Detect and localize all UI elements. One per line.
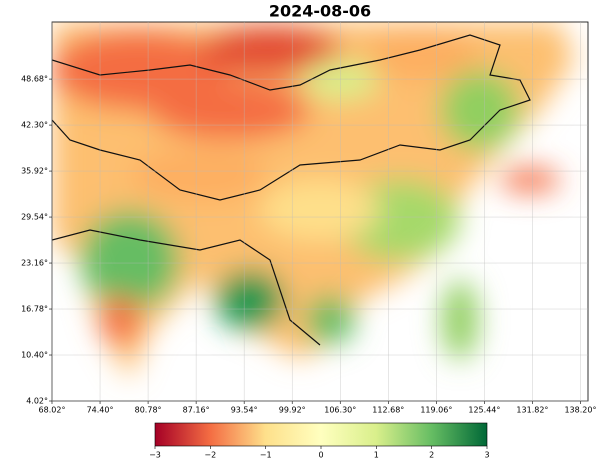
x-tick-label: 74.40°: [87, 406, 114, 415]
colorbar-tick-label: 3: [484, 451, 489, 460]
y-tick-label: 4.02°: [26, 397, 48, 406]
y-tick-label: 10.40°: [21, 351, 48, 360]
x-tick-label: 131.82°: [516, 406, 548, 415]
x-tick-label: 80.78°: [135, 406, 162, 415]
y-tick-label: 42.30°: [21, 121, 48, 130]
colorbar-tick-label: −1: [260, 451, 272, 460]
x-tick-label: 106.30°: [324, 406, 356, 415]
colorbar-tick-label: 2: [429, 451, 434, 460]
y-tick-label: 29.54°: [21, 213, 48, 222]
x-tick-label: 68.02°: [39, 406, 66, 415]
x-tick-label: 87.16°: [183, 406, 210, 415]
y-tick-label: 48.68°: [21, 75, 48, 84]
x-tick-label: 138.20°: [564, 406, 596, 415]
y-tick-label: 35.92°: [21, 167, 48, 176]
colorbar-tick-label: −3: [149, 451, 161, 460]
colorbar-tick-label: 0: [318, 451, 323, 460]
x-tick-label: 112.68°: [372, 406, 404, 415]
y-tick-label: 16.78°: [21, 305, 48, 314]
colorbar: [154, 422, 488, 447]
x-tick-label: 93.54°: [231, 406, 258, 415]
colorbar-tick-label: 1: [374, 451, 379, 460]
y-tick-label: 23.16°: [21, 259, 48, 268]
colorbar-tick-label: −2: [204, 451, 216, 460]
x-tick-label: 99.92°: [279, 406, 306, 415]
x-tick-label: 125.44°: [468, 406, 500, 415]
x-tick-label: 119.06°: [420, 406, 452, 415]
map-title: 2024-08-06: [269, 2, 371, 21]
raster: [52, 22, 588, 401]
